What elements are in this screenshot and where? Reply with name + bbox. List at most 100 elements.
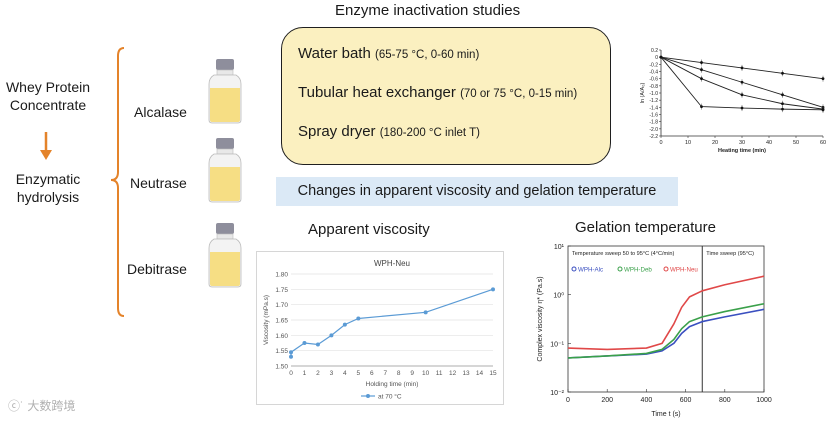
data-point: [491, 287, 495, 292]
data-point: [315, 342, 320, 347]
process-line-1: Enzymatic: [15, 171, 81, 187]
x-tick-label: 4: [343, 370, 347, 377]
data-point: [423, 310, 428, 315]
y-tick-label: 1.65: [275, 318, 288, 325]
x-tick-label: 8: [397, 370, 401, 377]
y-tick-label: -1.0: [649, 91, 658, 97]
data-point: [821, 108, 825, 112]
x-tick-label: 10: [422, 370, 430, 377]
data-point: [700, 105, 703, 109]
method-name: Tubular heat exchanger: [298, 84, 456, 101]
y-tick-label: -0.2: [649, 62, 658, 68]
series-line: [290, 288, 494, 357]
watermark-logo-icon: ⓒ˙: [8, 399, 28, 413]
x-tick-label: 60: [820, 140, 826, 146]
x-tick-label: 800: [719, 397, 731, 404]
y-axis-label: Viscosity (mPa.s): [263, 295, 270, 345]
series-line-wph-neu: [567, 275, 765, 351]
process-label: Enzymatic hydrolysis: [0, 170, 96, 206]
viscosity-heading: Apparent viscosity: [308, 221, 430, 238]
y-tick-label: 1.70: [275, 302, 288, 309]
data-point: [329, 333, 334, 338]
x-tick-label: 15: [489, 370, 497, 377]
x-tick-label: 1: [303, 370, 307, 377]
x-tick-label: 7: [383, 370, 387, 377]
method-detail: (65-75 °C, 0-60 min): [374, 49, 480, 61]
data-point: [740, 106, 744, 110]
gelation-chart: 10¹ 10⁰ 10⁻¹ 10⁻²0 200 400 600 800 1000 Time t (s…: [537, 244, 772, 418]
method-name: Water bath: [298, 45, 371, 62]
x-tick-label: 9: [410, 370, 414, 377]
y-tick-label: -2.0: [649, 127, 658, 133]
y-tick-label: 1.75: [275, 287, 288, 294]
method-water-bath: Water bath (65-75 °C, 0-60 min): [298, 45, 479, 62]
x-tick-label: 30: [739, 140, 745, 146]
data-point: [781, 93, 784, 97]
x-axis-label: Time t (s): [651, 411, 680, 418]
x-tick-label: 3: [330, 370, 334, 377]
data-point: [289, 350, 293, 355]
watermark: ⓒ˙ 大数跨境: [8, 397, 75, 414]
x-axis-label: Holding time (min): [366, 381, 419, 388]
x-tick-label: 10: [685, 140, 691, 146]
legend-label: WPH-Alc: [578, 267, 603, 274]
x-tick-label: 11: [436, 370, 443, 377]
x-tick-label: 0: [566, 397, 570, 404]
legend-label: WPH-Neu: [670, 267, 698, 274]
data-point: [700, 68, 703, 72]
data-point: [302, 341, 307, 345]
inactivation-kinetics-chart: 0.20-0.2-0.4-0.6-0.8-1.0-1.2-1.4-1.6-1.8…: [640, 48, 826, 154]
annotation-time-sweep: Time sweep (95°C): [706, 251, 754, 257]
y-tick-label: -2.2: [649, 134, 658, 140]
gelation-heading: Gelation temperature: [575, 219, 716, 236]
y-tick-label: 1.60: [275, 333, 288, 340]
data-point: [342, 322, 347, 327]
diagram-title: Enzyme inactivation studies: [335, 2, 521, 19]
legend-marker: [571, 266, 577, 272]
chart-title: WPH-Neu: [374, 259, 410, 268]
enzyme-label-neutrase: Neutrase: [130, 175, 187, 191]
y-tick-label: -0.6: [649, 77, 658, 83]
y-tick-label: 0: [655, 55, 658, 61]
data-point: [659, 55, 663, 59]
enzyme-bracket: [110, 47, 125, 317]
y-tick-label: 1.80: [275, 272, 288, 279]
method-detail: (70 or 75 °C, 0-15 min): [460, 88, 578, 100]
y-tick-label: -1.6: [649, 113, 658, 119]
watermark-text: 大数跨境: [27, 399, 76, 413]
data-point: [781, 107, 784, 111]
x-tick-label: 20: [712, 140, 718, 146]
results-banner: Changes in apparent viscosity and gelati…: [276, 177, 678, 206]
legend-label: at 70 °C: [378, 393, 402, 401]
y-tick-label: -1.8: [649, 120, 658, 126]
y-axis-label: ln (A/A₀): [640, 83, 646, 104]
data-point: [700, 61, 703, 64]
y-tick-label: -1.2: [649, 98, 658, 104]
method-detail: (180-200 °C inlet T): [379, 127, 480, 139]
y-tick-label: -0.4: [649, 70, 658, 76]
legend-marker: [366, 394, 370, 398]
method-tubular-heat-exchanger: Tubular heat exchanger (70 or 75 °C, 0-1…: [298, 84, 577, 101]
sample-bottle-icon: [208, 138, 242, 203]
x-tick-label: 600: [680, 397, 692, 404]
data-point: [700, 77, 703, 81]
data-point: [740, 93, 744, 97]
y-tick-label: 10¹: [554, 244, 565, 251]
y-tick-label: -1.4: [649, 105, 658, 111]
plot-frame: [567, 245, 765, 393]
y-tick-label: 1.55: [275, 348, 288, 355]
data-point: [740, 80, 744, 84]
x-tick-label: 6: [370, 370, 374, 377]
substrate-line-2: Concentrate: [9, 97, 87, 113]
legend-marker: [617, 266, 623, 272]
sample-bottle-icon: [208, 59, 242, 124]
x-tick-label: 40: [766, 140, 772, 146]
legend-label: WPH-Deb: [624, 267, 652, 274]
x-tick-label: 12: [449, 370, 457, 377]
data-point: [289, 354, 293, 359]
x-tick-label: 13: [462, 370, 470, 377]
sample-bottle-icon: [208, 223, 242, 288]
down-arrow-icon: [40, 132, 52, 160]
substrate-label: Whey Protein Concentrate: [0, 78, 96, 114]
